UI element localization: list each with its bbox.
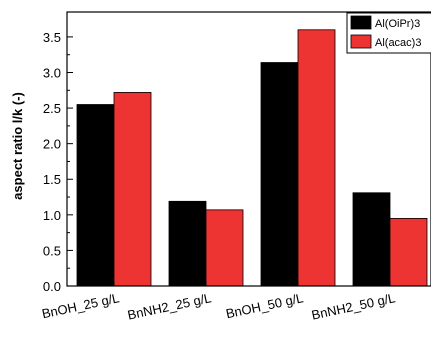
y-tick-label: 3.0: [43, 65, 61, 80]
y-tick-label: 2.5: [43, 101, 61, 116]
plot-frame: [66, 11, 431, 287]
legend: Al(OiPr)3 Al(acac)3: [346, 12, 431, 54]
y-axis: 0.0 0.5 1.0 1.5 2.0 2.5 3.0 3.5: [43, 30, 73, 294]
y-tick-label: 2.0: [43, 137, 61, 152]
y-tick-label: 0.5: [43, 243, 61, 258]
bar-al-acac3-4: [389, 217, 428, 287]
bar-al-oipr3-2: [168, 200, 207, 287]
bar-al-oipr3-4: [352, 192, 391, 287]
bar-al-acac3-2: [205, 209, 244, 287]
y-tick-label: 1.5: [43, 172, 61, 187]
bar-al-acac3-3: [297, 29, 336, 287]
bar-al-oipr3-3: [260, 62, 299, 287]
legend-swatch: [350, 15, 372, 30]
legend-label: Al(acac)3: [375, 37, 421, 49]
x-category-label: BnOH_50 g/L: [224, 290, 304, 321]
bars-group: [76, 29, 428, 287]
legend-swatch: [350, 34, 372, 49]
y-tick-label: 3.5: [43, 30, 61, 45]
y-tick-label: 0.0: [43, 279, 61, 294]
y-tick-label: 1.0: [43, 208, 61, 223]
y-axis-title: aspect ratio l/k (-): [10, 92, 25, 200]
x-category-label: BnNH2_25 g/L: [126, 290, 213, 322]
x-category-label: BnNH2_50 g/L: [310, 290, 397, 322]
legend-label: Al(OiPr)3: [375, 18, 420, 30]
x-axis: BnOH_25 g/L BnNH2_25 g/L BnOH_50 g/L BnNH2_…: [40, 281, 397, 323]
x-category-label: BnOH_25 g/L: [40, 290, 120, 321]
bar-al-acac3-1: [113, 92, 152, 287]
bar-al-oipr3-1: [76, 104, 115, 287]
